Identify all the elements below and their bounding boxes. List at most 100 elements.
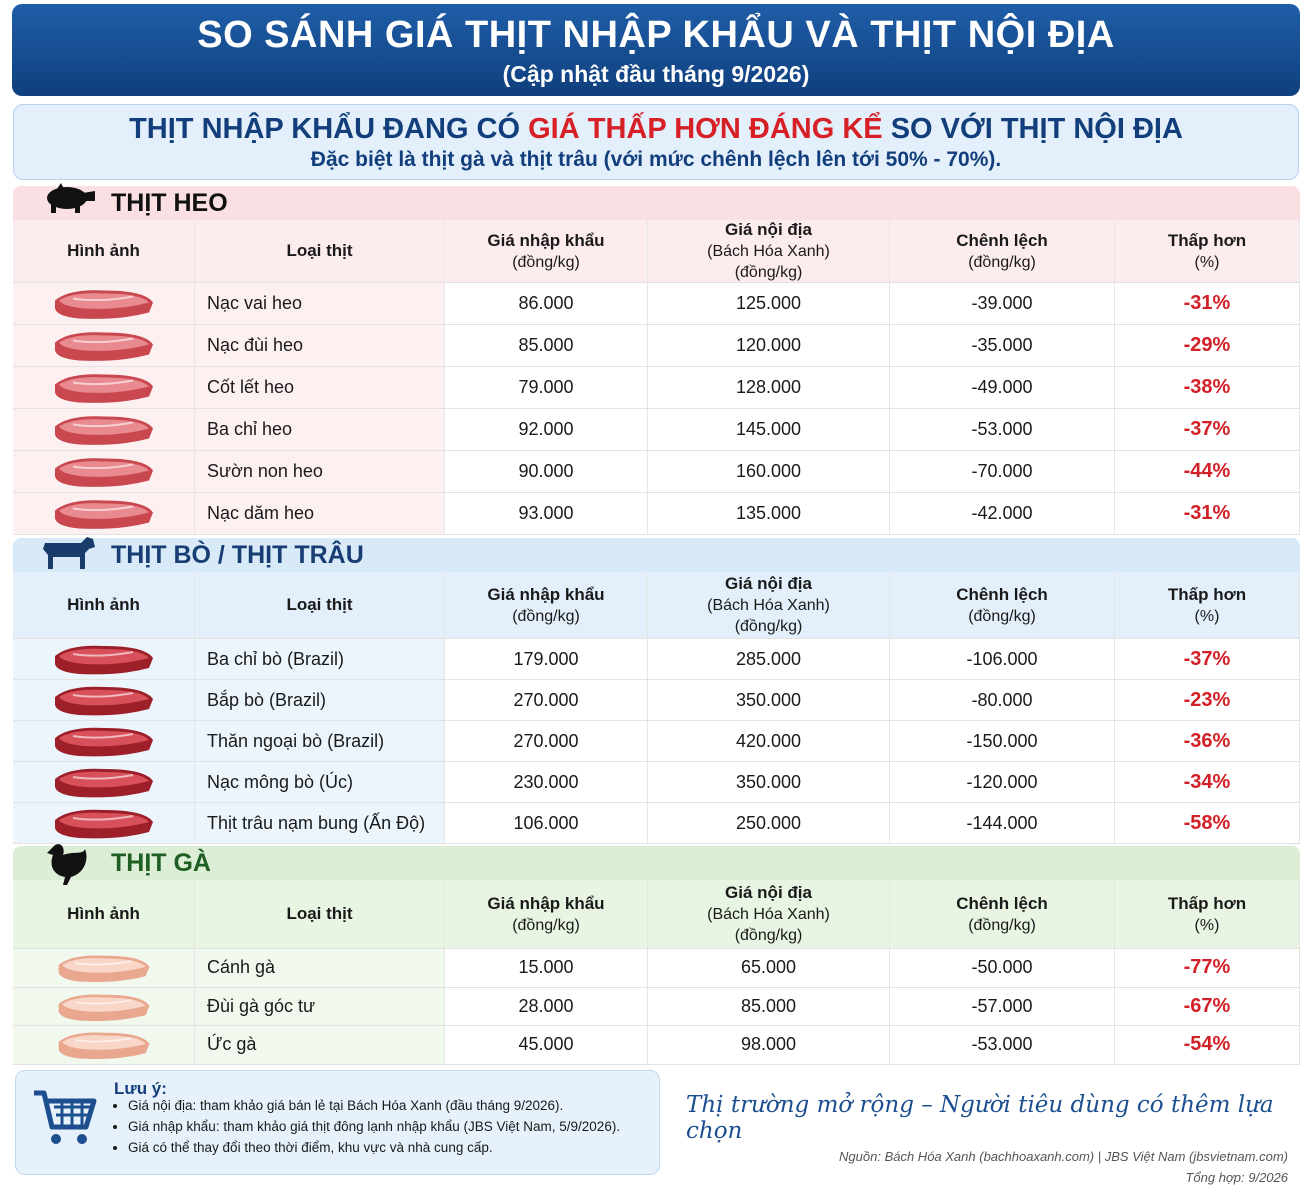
column-header-line: Loại thịt bbox=[286, 595, 353, 614]
column-header-line: (%) bbox=[1194, 253, 1220, 271]
column-header: Thấp hơn (%) bbox=[1115, 572, 1300, 638]
cell-text: -106.000 bbox=[966, 648, 1038, 669]
slogan: Thị trường mở rộng – Người tiêu dùng có … bbox=[686, 1092, 1274, 1144]
meat-name: Thăn ngoại bò (Brazil) bbox=[195, 721, 445, 761]
column-header-line: Hình ảnh bbox=[67, 904, 140, 923]
section-title: THỊT BÒ / THỊT TRÂU bbox=[111, 540, 364, 569]
cell-text: Nạc vai heo bbox=[207, 293, 303, 313]
cell-value: -150.000 bbox=[890, 721, 1115, 761]
cell-value: 125.000 bbox=[648, 283, 890, 324]
column-header-line: Chênh lệch bbox=[956, 584, 1048, 604]
table-row: Nạc đùi heo 85.000 120.000 -35.000 -29% bbox=[13, 325, 1300, 367]
meat-name: Nạc mông bò (Úc) bbox=[195, 762, 445, 802]
banner-note: Đặc biệt là thịt gà và thịt trâu (với mứ… bbox=[310, 148, 1002, 171]
column-header-line: (Bách Hóa Xanh) bbox=[707, 597, 830, 614]
compiled-date: Tổng hợp: 9/2026 bbox=[1185, 1170, 1288, 1185]
cell-text: 420.000 bbox=[735, 730, 802, 751]
cell-text: -144.000 bbox=[966, 812, 1038, 833]
column-header-line: Hình ảnh bbox=[67, 241, 140, 260]
meat-name: Sườn non heo bbox=[195, 451, 445, 492]
cell-value: 285.000 bbox=[648, 639, 890, 679]
column-header: Hình ảnh bbox=[13, 880, 195, 948]
cell-text: Đùi gà góc tư bbox=[207, 995, 316, 1016]
cell-value: -36% bbox=[1115, 721, 1300, 761]
table-row: Ba chỉ bò (Brazil) 179.000 285.000 -106.000… bbox=[13, 639, 1300, 680]
column-header-line: Giá nội địa bbox=[725, 883, 812, 902]
column-header-line: (đồng/kg) bbox=[968, 916, 1036, 934]
cell-text: 160.000 bbox=[735, 461, 802, 481]
cell-value: 93.000 bbox=[445, 493, 648, 534]
cell-text: Ba chỉ heo bbox=[207, 419, 293, 439]
note-item: Giá nội địa: tham khảo giá bán lẻ tại Bá… bbox=[128, 1095, 620, 1116]
cell-text: 98.000 bbox=[740, 1034, 797, 1055]
cell-text: 15.000 bbox=[518, 957, 574, 978]
table-row: Nạc mông bò (Úc) 230.000 350.000 -120.000 -3… bbox=[13, 762, 1300, 803]
cell-value: 15.000 bbox=[445, 949, 648, 987]
banner-headline: THỊT NHẬP KHẨU ĐANG CÓ GIÁ THẤP HƠN ĐÁNG… bbox=[14, 113, 1298, 146]
table-row: Thăn ngoại bò (Brazil) 270.000 420.000 -150… bbox=[13, 721, 1300, 762]
meat-drawing bbox=[54, 768, 153, 798]
column-header-line: Giá nội địa bbox=[725, 220, 812, 239]
cell-value: -39.000 bbox=[890, 283, 1115, 324]
meat-drawing bbox=[54, 500, 153, 529]
cell-text: -53.000 bbox=[971, 419, 1033, 439]
meat-image bbox=[13, 680, 195, 720]
column-header: Loại thịt bbox=[195, 220, 445, 282]
percent-lower: -37% bbox=[1183, 647, 1231, 670]
meat-image bbox=[13, 283, 195, 324]
column-header: Thấp hơn (%) bbox=[1115, 220, 1300, 282]
column-header-line: (đồng/kg) bbox=[734, 264, 803, 281]
column-header-line: Chênh lệch bbox=[956, 230, 1048, 250]
column-header-line: Thấp hơn bbox=[1167, 893, 1247, 913]
percent-lower: -54% bbox=[1183, 1033, 1231, 1056]
cell-text: Nạc mông bò (Úc) bbox=[207, 771, 354, 792]
meat-drawing bbox=[54, 416, 153, 445]
column-header-line: Giá nhập khẩu bbox=[487, 893, 605, 913]
column-header: Chênh lệch (đồng/kg) bbox=[890, 220, 1115, 282]
note-item: Giá nhập khẩu: tham khảo giá thịt đông l… bbox=[128, 1116, 620, 1137]
cell-value: -53.000 bbox=[890, 1026, 1115, 1064]
meat-drawing bbox=[54, 727, 153, 757]
subtitle: (Cập nhật đầu tháng 9/2026) bbox=[502, 61, 810, 87]
meat-drawing bbox=[54, 458, 153, 487]
column-header-line: Giá nội địa bbox=[725, 574, 812, 593]
meat-image bbox=[13, 451, 195, 492]
meat-image bbox=[13, 949, 195, 987]
table-row: Cánh gà 15.000 65.000 -50.000 -77% bbox=[13, 949, 1300, 988]
column-header-line: (đồng/kg) bbox=[512, 607, 580, 625]
meat-image bbox=[13, 325, 195, 366]
cell-text: -150.000 bbox=[966, 730, 1038, 751]
cell-value: 270.000 bbox=[445, 680, 648, 720]
cell-value: -58% bbox=[1115, 803, 1300, 843]
column-header-line: Giá nhập khẩu bbox=[487, 230, 605, 250]
meat-drawing bbox=[58, 955, 149, 983]
cell-value: -57.000 bbox=[890, 987, 1115, 1025]
cart-icon bbox=[34, 1090, 97, 1144]
cell-value: 90.000 bbox=[445, 451, 648, 492]
cell-value: -120.000 bbox=[890, 762, 1115, 802]
cell-value: -37% bbox=[1115, 409, 1300, 450]
cell-text: 85.000 bbox=[518, 335, 574, 355]
meat-name: Nạc dăm heo bbox=[195, 493, 445, 534]
animal-icon bbox=[47, 844, 87, 885]
column-header-line: (đồng/kg) bbox=[734, 927, 803, 944]
cell-value: -53.000 bbox=[890, 409, 1115, 450]
cell-value: -31% bbox=[1115, 283, 1300, 324]
section-title-bar: THỊT GÀ bbox=[13, 844, 1300, 885]
column-header: Giá nhập khẩu (đồng/kg) bbox=[445, 220, 648, 282]
cell-text: Cốt lết heo bbox=[207, 377, 295, 397]
column-header-line: Thấp hơn bbox=[1167, 584, 1247, 604]
cell-text: Thăn ngoại bò (Brazil) bbox=[207, 730, 385, 751]
cell-text: -49.000 bbox=[971, 377, 1033, 397]
cell-value: -29% bbox=[1115, 325, 1300, 366]
banner: THỊT NHẬP KHẨU ĐANG CÓ GIÁ THẤP HƠN ĐÁNG… bbox=[13, 104, 1299, 180]
cell-text: 125.000 bbox=[735, 293, 802, 313]
cell-value: 160.000 bbox=[648, 451, 890, 492]
banner-highlight: GIÁ THẤP HƠN ĐÁNG KỂ bbox=[528, 113, 883, 145]
cell-value: 86.000 bbox=[445, 283, 648, 324]
column-header: Giá nhập khẩu (đồng/kg) bbox=[445, 572, 648, 638]
cell-text: Nạc dăm heo bbox=[207, 503, 315, 523]
column-header-line: (đồng/kg) bbox=[512, 916, 580, 934]
cell-value: 106.000 bbox=[445, 803, 648, 843]
column-header: Giá nhập khẩu (đồng/kg) bbox=[445, 880, 648, 948]
